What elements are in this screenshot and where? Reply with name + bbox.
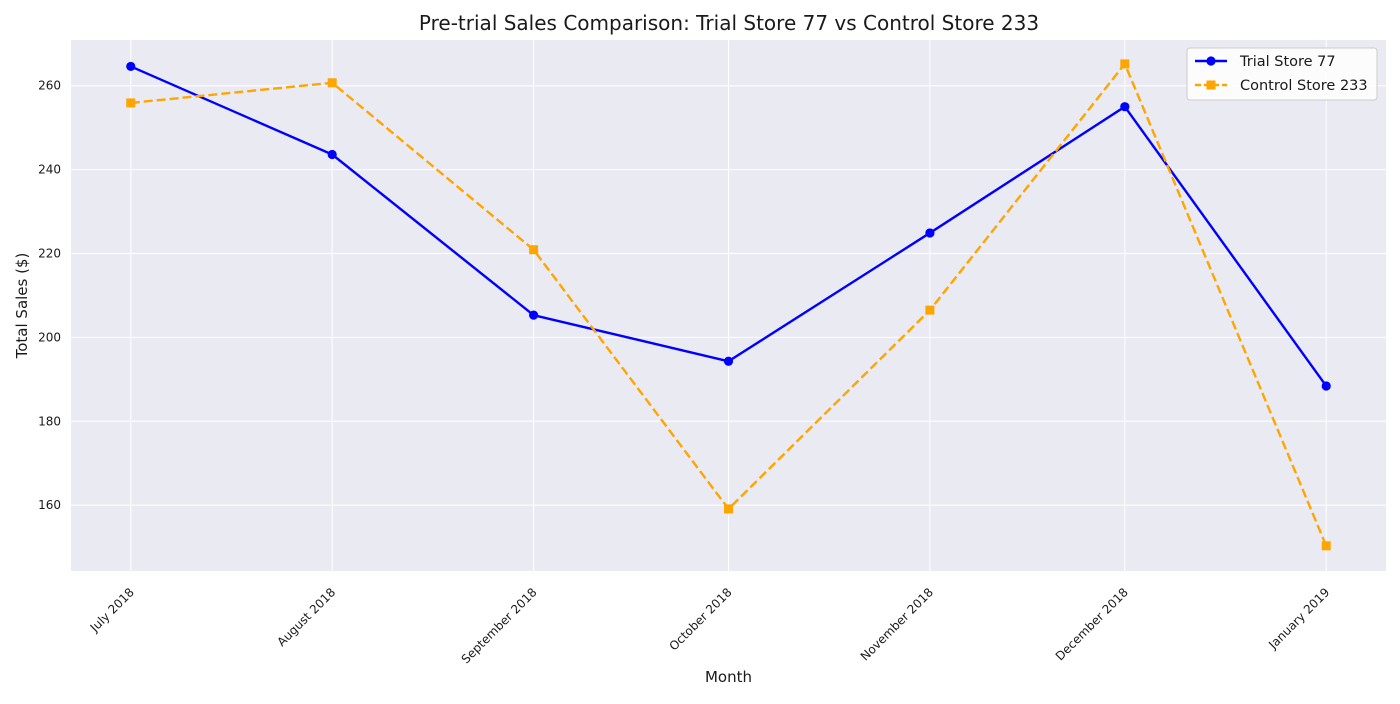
- y-tick-label-5: 260: [38, 79, 61, 93]
- data-point-1-0: [126, 98, 136, 108]
- data-point-0-1: [327, 149, 337, 160]
- y-tick-label-1: 180: [38, 414, 61, 428]
- data-point-1-4: [925, 305, 935, 315]
- y-tick-label-0: 160: [38, 498, 61, 512]
- legend: Trial Store 77 Control Store 233: [1186, 47, 1378, 101]
- chart-title: Pre-trial Sales Comparison: Trial Store …: [419, 11, 1039, 35]
- data-point-1-6: [1321, 541, 1331, 551]
- x-tick-label-4: November 2018: [858, 585, 936, 663]
- y-tick-label-2: 200: [38, 330, 61, 344]
- y-tick-label-4: 240: [38, 163, 61, 177]
- legend-label-0: Trial Store 77: [1239, 54, 1336, 70]
- x-tick-label-5: December 2018: [1053, 585, 1131, 663]
- legend-marker-1: [1206, 80, 1216, 90]
- legend-marker-0: [1206, 56, 1216, 66]
- data-point-1-5: [1120, 59, 1130, 69]
- x-tick-label-1: August 2018: [274, 585, 338, 649]
- data-point-1-1: [327, 78, 337, 88]
- y-axis-label: Total Sales ($): [13, 253, 31, 360]
- y-tick-label-3: 220: [38, 246, 61, 260]
- data-point-1-3: [724, 504, 733, 514]
- data-point-0-2: [528, 310, 539, 320]
- data-point-0-3: [723, 356, 734, 366]
- legend-box: [1186, 47, 1378, 101]
- series-layer: [126, 59, 1331, 551]
- series-1: [126, 59, 1331, 551]
- grid-layer: [71, 40, 1386, 571]
- series-0: [126, 61, 1331, 391]
- legend-label-1: Control Store 233: [1240, 78, 1368, 94]
- x-tick-label-2: September 2018: [459, 585, 540, 666]
- data-point-0-6: [1321, 381, 1331, 391]
- x-tick-label-0: July 2018: [87, 585, 137, 635]
- data-point-0-0: [126, 61, 136, 72]
- x-tick-label-6: January 2019: [1265, 585, 1332, 652]
- data-point-1-2: [529, 245, 539, 255]
- x-axis-label: Month: [705, 668, 752, 686]
- x-tick-label-3: October 2018: [666, 585, 734, 653]
- data-point-0-5: [1120, 102, 1130, 112]
- data-point-0-4: [925, 228, 935, 238]
